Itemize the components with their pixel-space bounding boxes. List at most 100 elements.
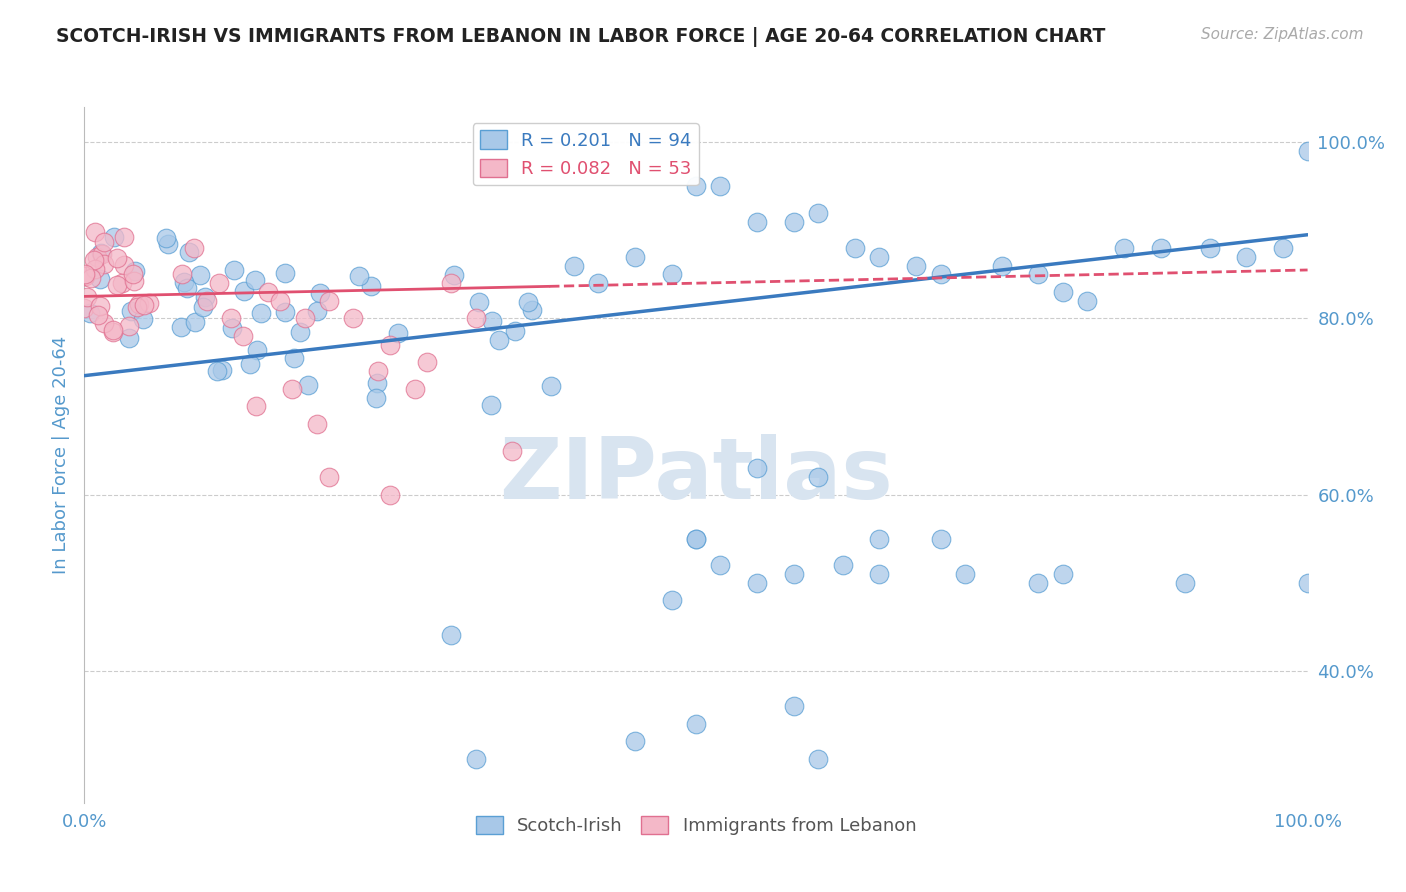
Point: [347, 269, 370, 284]
Point: [366, 376, 388, 391]
Point: [807, 752, 830, 766]
Point: [179, 244, 201, 259]
Point: [80, 271, 103, 285]
Point: [305, 304, 328, 318]
Point: [112, 230, 135, 244]
Point: [404, 382, 426, 396]
Point: [83, 253, 105, 268]
Point: [79, 306, 101, 320]
Point: [929, 532, 952, 546]
Point: [120, 304, 142, 318]
Point: [118, 319, 141, 334]
Point: [502, 443, 524, 458]
Point: [387, 326, 409, 340]
Point: [183, 314, 205, 328]
Point: [211, 363, 233, 377]
Point: [309, 285, 332, 300]
Point: [464, 311, 486, 326]
Point: [540, 379, 562, 393]
Point: [1198, 241, 1220, 255]
Point: [294, 311, 316, 326]
Point: [111, 277, 134, 291]
Point: [73, 269, 96, 284]
Point: [122, 274, 145, 288]
Point: [1272, 241, 1295, 255]
Point: [195, 293, 218, 308]
Point: [869, 250, 891, 264]
Point: [288, 326, 311, 340]
Point: [807, 470, 830, 484]
Point: [118, 331, 141, 345]
Point: [1236, 250, 1258, 264]
Point: [443, 268, 465, 282]
Point: [205, 364, 228, 378]
Point: [250, 306, 273, 320]
Point: [624, 250, 647, 264]
Point: [305, 417, 328, 431]
Point: [73, 301, 96, 316]
Point: [1114, 241, 1136, 255]
Point: [232, 329, 254, 343]
Point: [562, 259, 585, 273]
Point: [112, 258, 135, 272]
Point: [269, 293, 291, 308]
Point: [318, 293, 340, 308]
Point: [1076, 293, 1098, 308]
Point: [747, 214, 769, 228]
Point: [481, 313, 503, 327]
Point: [73, 268, 96, 283]
Point: [132, 312, 155, 326]
Point: [488, 333, 510, 347]
Point: [105, 278, 128, 293]
Point: [188, 268, 211, 282]
Point: [709, 179, 731, 194]
Point: [243, 273, 266, 287]
Point: [155, 231, 177, 245]
Point: [221, 320, 243, 334]
Point: [173, 275, 195, 289]
Point: [138, 295, 160, 310]
Point: [360, 279, 382, 293]
Point: [869, 566, 891, 581]
Point: [1174, 575, 1197, 590]
Point: [929, 268, 952, 282]
Point: [86, 250, 108, 264]
Point: [991, 259, 1014, 273]
Point: [1028, 575, 1050, 590]
Point: [84, 225, 107, 239]
Point: [747, 575, 769, 590]
Point: [93, 235, 115, 249]
Point: [685, 716, 707, 731]
Point: [342, 311, 364, 326]
Point: [281, 382, 304, 396]
Point: [747, 461, 769, 475]
Point: [831, 558, 853, 572]
Point: [367, 364, 389, 378]
Point: [1296, 575, 1319, 590]
Text: ZIPatlas: ZIPatlas: [499, 434, 893, 517]
Point: [127, 301, 149, 315]
Point: [75, 268, 97, 282]
Point: [89, 271, 111, 285]
Point: [517, 295, 540, 310]
Legend: Scotch-Irish, Immigrants from Lebanon: Scotch-Irish, Immigrants from Lebanon: [468, 809, 924, 842]
Point: [257, 285, 280, 299]
Point: [661, 593, 683, 607]
Point: [101, 323, 124, 337]
Point: [464, 752, 486, 766]
Point: [624, 734, 647, 748]
Point: [1296, 144, 1319, 158]
Point: [505, 324, 527, 338]
Point: [522, 303, 544, 318]
Point: [380, 487, 402, 501]
Point: [440, 276, 463, 290]
Point: [273, 266, 295, 280]
Point: [232, 284, 254, 298]
Point: [685, 532, 707, 546]
Point: [208, 276, 231, 290]
Point: [1150, 241, 1173, 255]
Point: [132, 298, 155, 312]
Y-axis label: In Labor Force | Age 20-64: In Labor Force | Age 20-64: [52, 335, 70, 574]
Text: SCOTCH-IRISH VS IMMIGRANTS FROM LEBANON IN LABOR FORCE | AGE 20-64 CORRELATION C: SCOTCH-IRISH VS IMMIGRANTS FROM LEBANON …: [56, 27, 1105, 46]
Point: [283, 351, 305, 366]
